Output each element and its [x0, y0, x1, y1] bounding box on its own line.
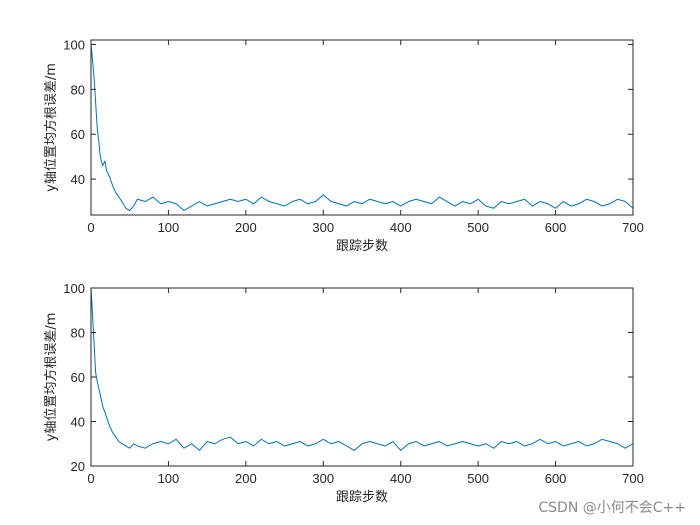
plot-area: [91, 288, 633, 466]
x-tick-label: 0: [87, 471, 94, 486]
x-tick-label: 200: [235, 220, 257, 235]
x-tick-label: 600: [545, 471, 567, 486]
x-tick-label: 600: [545, 220, 567, 235]
x-tick-label: 700: [622, 220, 644, 235]
x-tick-label: 100: [158, 471, 180, 486]
bottom-subplot: 0 100 200 300 400 500 600 700 20 40 60 80 100 跟踪步数 y轴位…: [43, 281, 644, 505]
y-tick-label: 60: [71, 127, 85, 142]
y-tick-label: 100: [63, 37, 85, 52]
x-tick-label: 0: [87, 220, 94, 235]
x-tick-label: 100: [158, 220, 180, 235]
x-tick-label: 300: [312, 471, 334, 486]
y-tick-label: 40: [71, 172, 85, 187]
plot-area: [91, 40, 633, 215]
x-axis-label: 跟踪步数: [336, 239, 388, 254]
y-axis-label: y轴位置均方根误差/m: [43, 313, 59, 442]
y-tick-label: 40: [71, 415, 85, 430]
x-tick-label: 500: [467, 220, 489, 235]
x-tick-label: 400: [390, 220, 412, 235]
series-line-0: [90, 44, 634, 212]
series-line-0: [90, 287, 634, 451]
axes-box: [90, 39, 634, 216]
y-tick-label: 60: [71, 370, 85, 385]
y-axis-label: y轴位置均方根误差/m: [43, 63, 59, 192]
y-tick-label: 20: [71, 459, 85, 474]
watermark: CSDN @小何不会C++: [538, 500, 686, 516]
x-tick-label: 500: [467, 471, 489, 486]
y-tick-label: 100: [63, 281, 85, 296]
x-tick-label: 700: [622, 471, 644, 486]
x-tick-label: 400: [390, 471, 412, 486]
y-tick-label: 80: [71, 82, 85, 97]
x-axis-label: 跟踪步数: [336, 490, 388, 505]
x-tick-label: 300: [312, 220, 334, 235]
y-tick-label: 80: [71, 326, 85, 341]
top-subplot: 0 100 200 300 400 500 600 700 40 60 80 100 跟踪步数 y轴位置均…: [43, 37, 644, 254]
x-tick-label: 200: [235, 471, 257, 486]
